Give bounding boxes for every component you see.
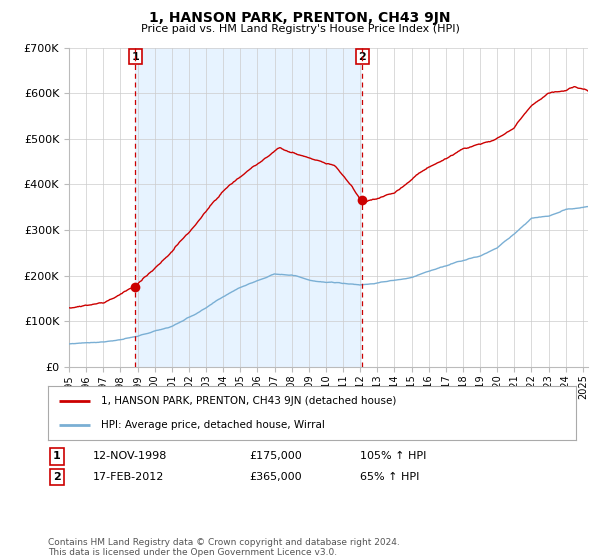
Text: Contains HM Land Registry data © Crown copyright and database right 2024.
This d: Contains HM Land Registry data © Crown c… — [48, 538, 400, 557]
Text: 2: 2 — [358, 52, 366, 62]
Text: 1: 1 — [53, 451, 61, 461]
Text: 17-FEB-2012: 17-FEB-2012 — [93, 472, 164, 482]
Text: 65% ↑ HPI: 65% ↑ HPI — [360, 472, 419, 482]
Bar — [135, 48, 362, 367]
Text: £175,000: £175,000 — [249, 451, 302, 461]
Text: Price paid vs. HM Land Registry's House Price Index (HPI): Price paid vs. HM Land Registry's House … — [140, 24, 460, 34]
Text: 12-NOV-1998: 12-NOV-1998 — [93, 451, 167, 461]
Text: HPI: Average price, detached house, Wirral: HPI: Average price, detached house, Wirr… — [101, 420, 325, 430]
Text: 1, HANSON PARK, PRENTON, CH43 9JN: 1, HANSON PARK, PRENTON, CH43 9JN — [149, 11, 451, 25]
Text: 1: 1 — [131, 52, 139, 62]
Text: 2: 2 — [53, 472, 61, 482]
Text: 1, HANSON PARK, PRENTON, CH43 9JN (detached house): 1, HANSON PARK, PRENTON, CH43 9JN (detac… — [101, 396, 396, 406]
Text: 105% ↑ HPI: 105% ↑ HPI — [360, 451, 427, 461]
Text: £365,000: £365,000 — [249, 472, 302, 482]
